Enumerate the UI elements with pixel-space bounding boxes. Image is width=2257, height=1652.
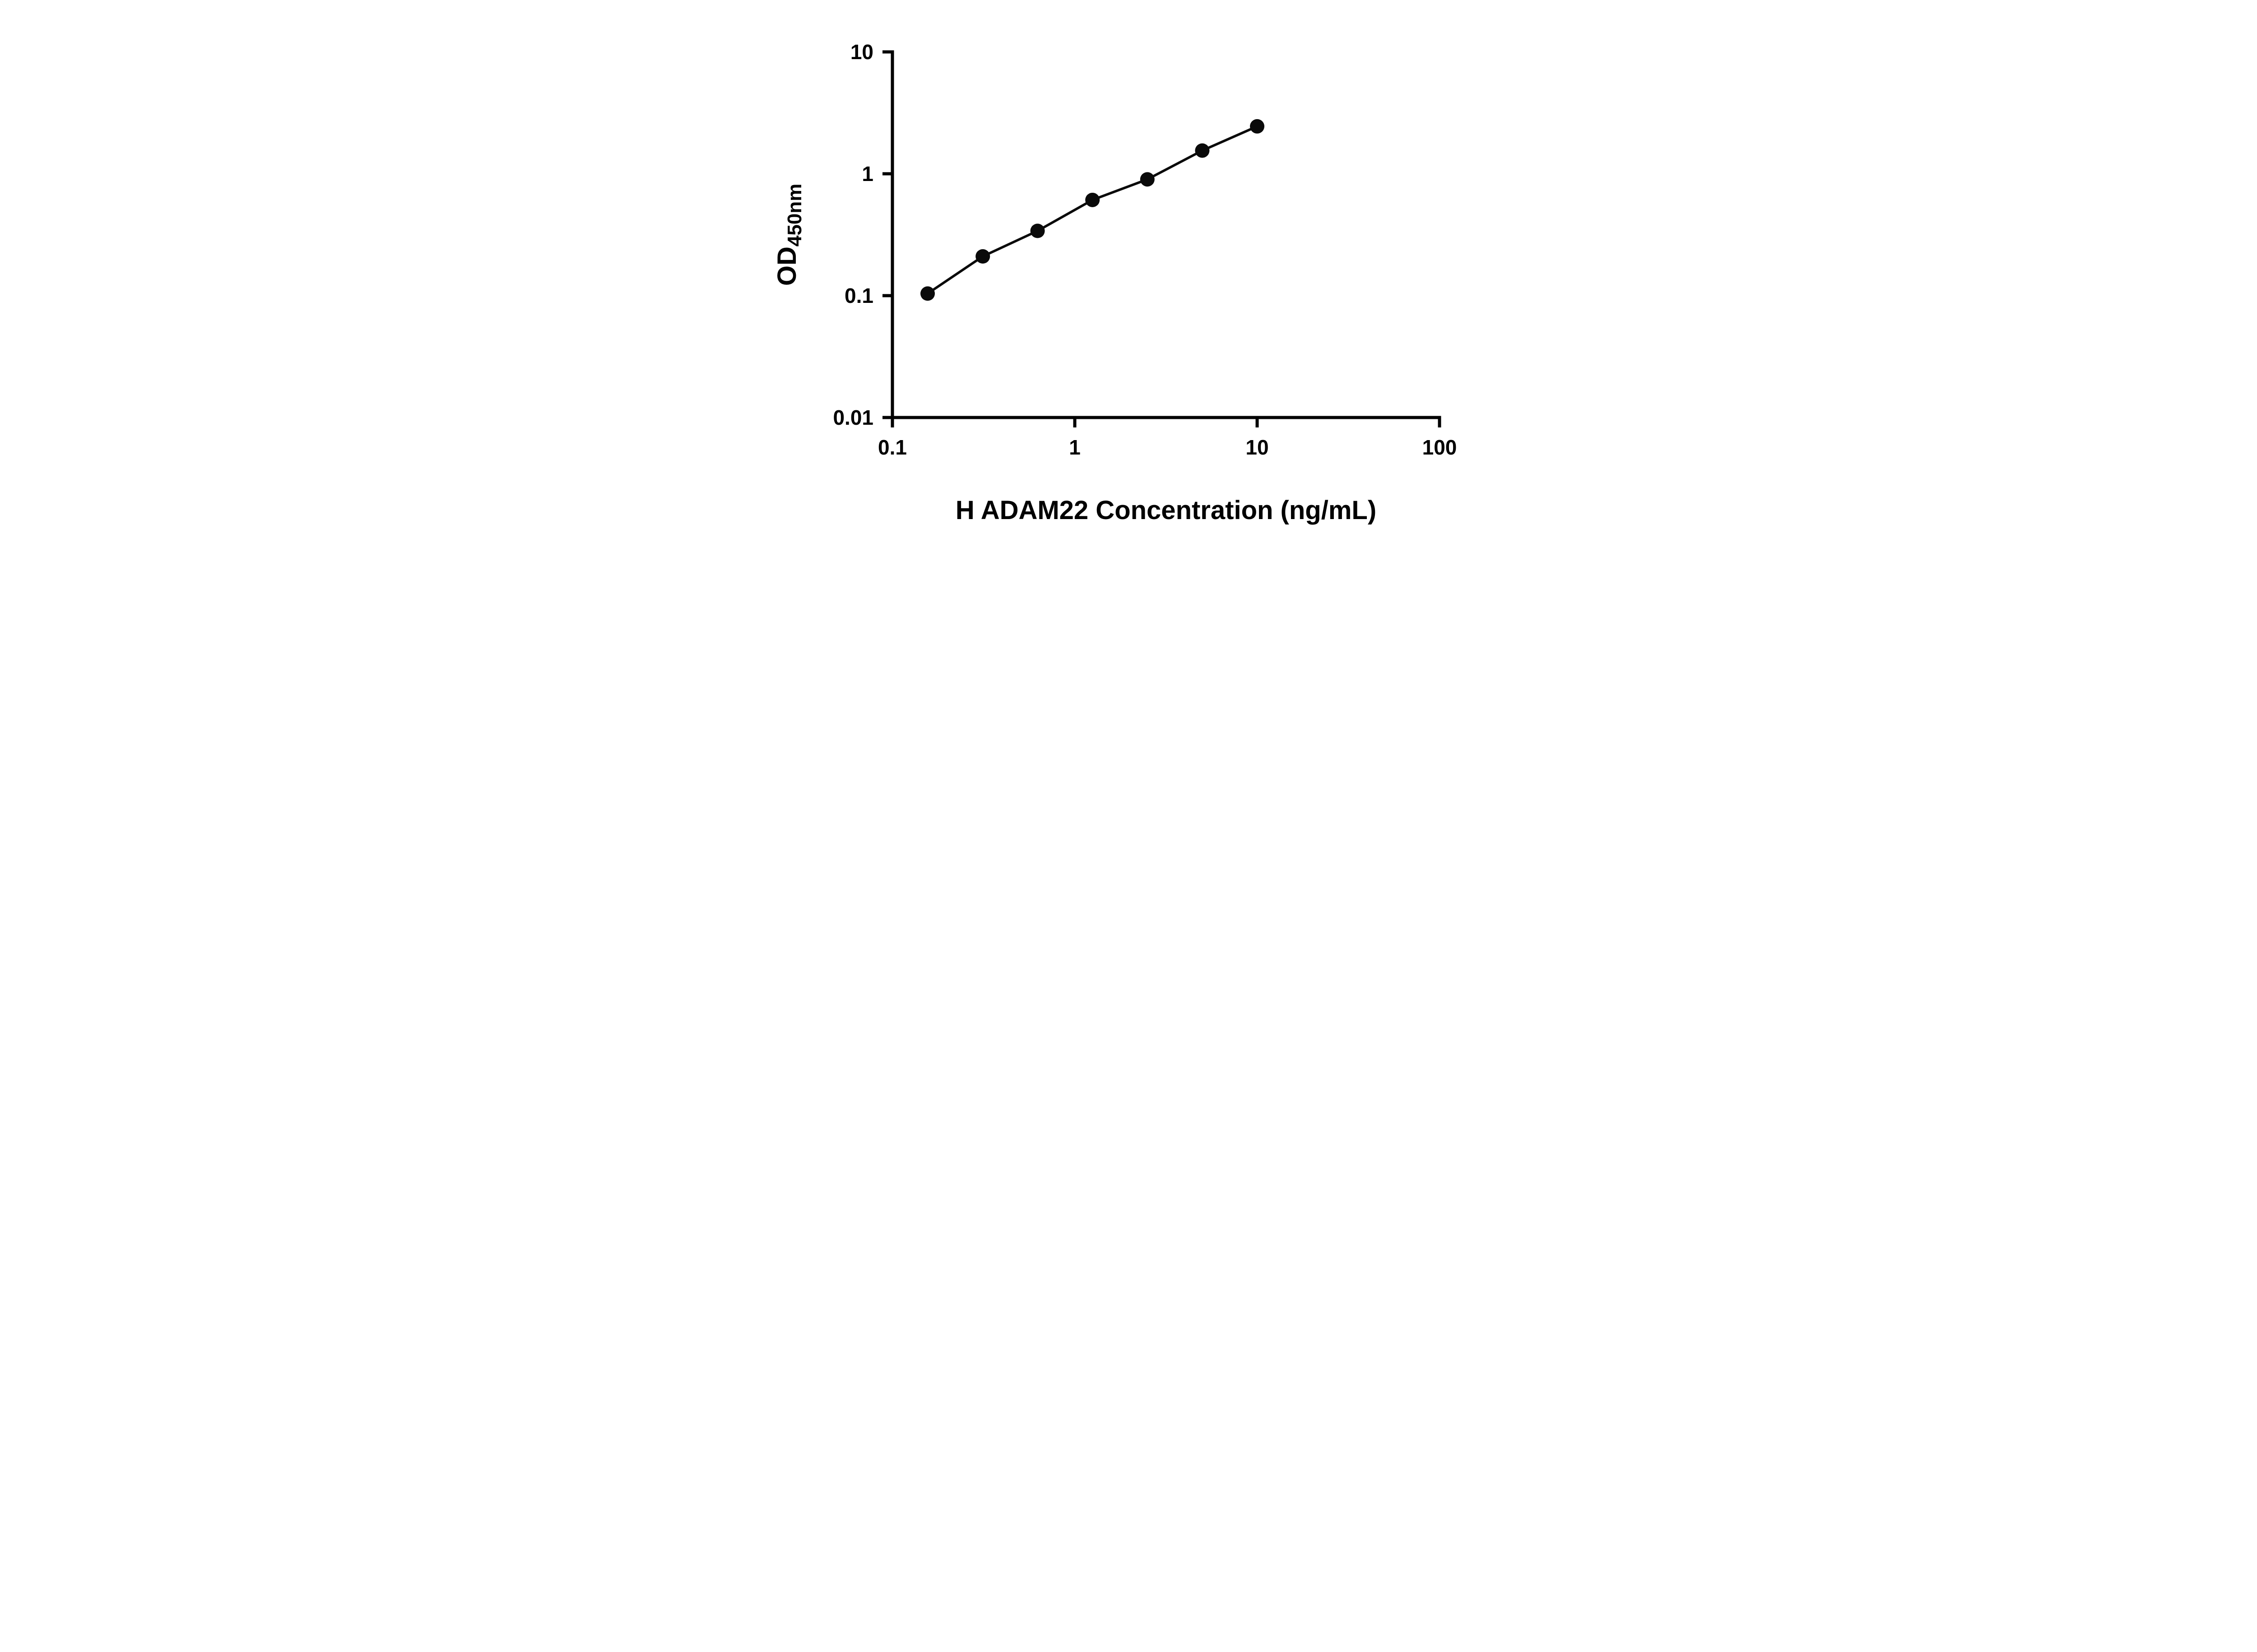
data-point <box>1030 223 1045 238</box>
x-axis-tick-label: 0.1 <box>878 436 907 459</box>
data-point <box>1195 143 1210 158</box>
x-axis-label: H ADAM22 Concentration (ng/mL) <box>956 496 1376 525</box>
y-axis-tick-label: 10 <box>850 40 873 64</box>
y-axis-label-main: OD <box>772 246 802 286</box>
y-axis-tick-label: 0.1 <box>845 284 873 307</box>
y-axis-label: OD450nm <box>772 184 806 286</box>
standard-curve-figure: 0.1 1 10 100 0.01 0.1 1 10 OD450nm H ADAM22 Con… <box>743 0 1514 551</box>
y-axis-tick-label: 0.01 <box>833 406 873 429</box>
x-axis-tick-label: 100 <box>1422 436 1457 459</box>
y-axis-label-sub: 450nm <box>784 184 806 246</box>
data-point <box>1140 172 1155 187</box>
data-point <box>975 249 990 264</box>
x-axis-tick-label: 10 <box>1245 436 1268 459</box>
y-axis-tick-label: 1 <box>862 162 873 186</box>
data-point <box>1250 119 1264 134</box>
axis-frame <box>891 50 1441 419</box>
data-point <box>920 286 935 301</box>
data-point <box>1085 192 1100 207</box>
x-axis-tick-label: 1 <box>1069 436 1081 459</box>
